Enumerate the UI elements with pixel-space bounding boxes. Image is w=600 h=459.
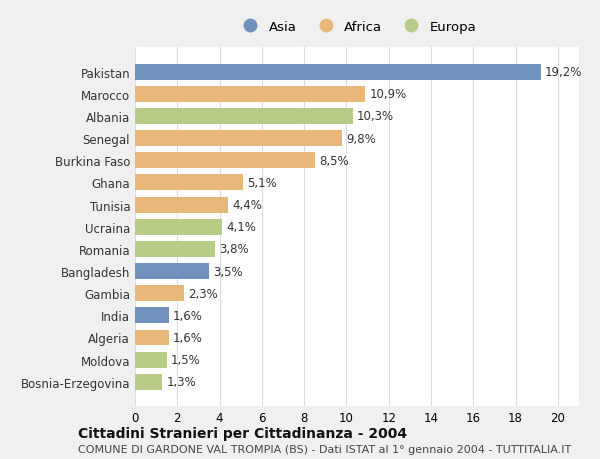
Bar xyxy=(135,131,342,147)
Text: 3,8%: 3,8% xyxy=(220,243,249,256)
Bar xyxy=(135,175,243,191)
Text: 1,5%: 1,5% xyxy=(171,353,200,366)
Legend: Asia, Africa, Europa: Asia, Africa, Europa xyxy=(232,16,482,39)
Bar xyxy=(135,241,215,257)
Text: 1,3%: 1,3% xyxy=(167,375,196,388)
Text: 2,3%: 2,3% xyxy=(188,287,218,300)
Text: COMUNE DI GARDONE VAL TROMPIA (BS) - Dati ISTAT al 1° gennaio 2004 - TUTTITALIA.: COMUNE DI GARDONE VAL TROMPIA (BS) - Dat… xyxy=(78,444,571,454)
Text: 5,1%: 5,1% xyxy=(247,177,277,190)
Text: 1,6%: 1,6% xyxy=(173,331,203,344)
Bar xyxy=(135,153,315,169)
Text: 10,3%: 10,3% xyxy=(357,110,394,123)
Bar xyxy=(135,374,163,390)
Text: 8,5%: 8,5% xyxy=(319,154,349,168)
Text: 3,5%: 3,5% xyxy=(213,265,243,278)
Text: Cittadini Stranieri per Cittadinanza - 2004: Cittadini Stranieri per Cittadinanza - 2… xyxy=(78,426,407,440)
Bar xyxy=(135,263,209,280)
Bar xyxy=(135,219,221,235)
Bar xyxy=(135,64,541,80)
Bar xyxy=(135,197,228,213)
Bar xyxy=(135,308,169,324)
Text: 9,8%: 9,8% xyxy=(346,132,376,145)
Bar xyxy=(135,352,167,368)
Bar xyxy=(135,87,365,102)
Text: 4,1%: 4,1% xyxy=(226,221,256,234)
Text: 4,4%: 4,4% xyxy=(232,199,262,212)
Bar xyxy=(135,330,169,346)
Bar xyxy=(135,109,353,124)
Text: 19,2%: 19,2% xyxy=(545,66,583,79)
Bar xyxy=(135,285,184,302)
Text: 10,9%: 10,9% xyxy=(370,88,407,101)
Text: 1,6%: 1,6% xyxy=(173,309,203,322)
